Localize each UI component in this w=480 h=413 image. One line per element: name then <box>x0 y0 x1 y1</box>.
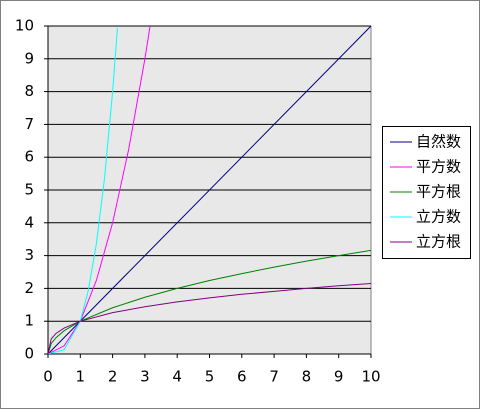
series-line <box>48 27 118 354</box>
series-line <box>48 282 371 354</box>
series-line <box>48 249 371 354</box>
legend-label: 平方根 <box>416 183 461 201</box>
y-tick-label: 9 <box>24 49 34 67</box>
x-tick-label: 4 <box>172 368 182 386</box>
legend-label: 平方数 <box>416 158 461 176</box>
x-tick-label: 6 <box>237 368 247 386</box>
x-tick-label: 2 <box>108 368 118 386</box>
legend-label: 立方数 <box>416 208 461 226</box>
y-tick-label: 2 <box>24 279 34 297</box>
y-tick-label: 1 <box>24 312 34 330</box>
series-line <box>48 26 371 354</box>
x-tick-label: 0 <box>43 368 53 386</box>
x-tick-label: 1 <box>76 368 86 386</box>
legend-label: 自然数 <box>416 133 461 151</box>
y-tick-label: 7 <box>24 115 34 133</box>
x-tick-label: 7 <box>269 368 279 386</box>
y-tick-label: 5 <box>24 181 34 199</box>
x-tick-label: 9 <box>334 368 344 386</box>
y-tick-label: 4 <box>24 213 34 231</box>
x-tick-label: 5 <box>205 368 215 386</box>
x-tick-label: 10 <box>361 368 380 386</box>
y-tick-label: 10 <box>15 17 34 35</box>
y-tick-label: 8 <box>24 82 34 100</box>
y-tick-label: 3 <box>24 246 34 264</box>
x-tick-label: 8 <box>302 368 312 386</box>
y-tick-label: 0 <box>24 345 34 363</box>
legend-label: 立方根 <box>416 233 461 251</box>
y-tick-label: 6 <box>24 148 34 166</box>
series-line <box>48 26 151 354</box>
x-tick-label: 3 <box>140 368 150 386</box>
